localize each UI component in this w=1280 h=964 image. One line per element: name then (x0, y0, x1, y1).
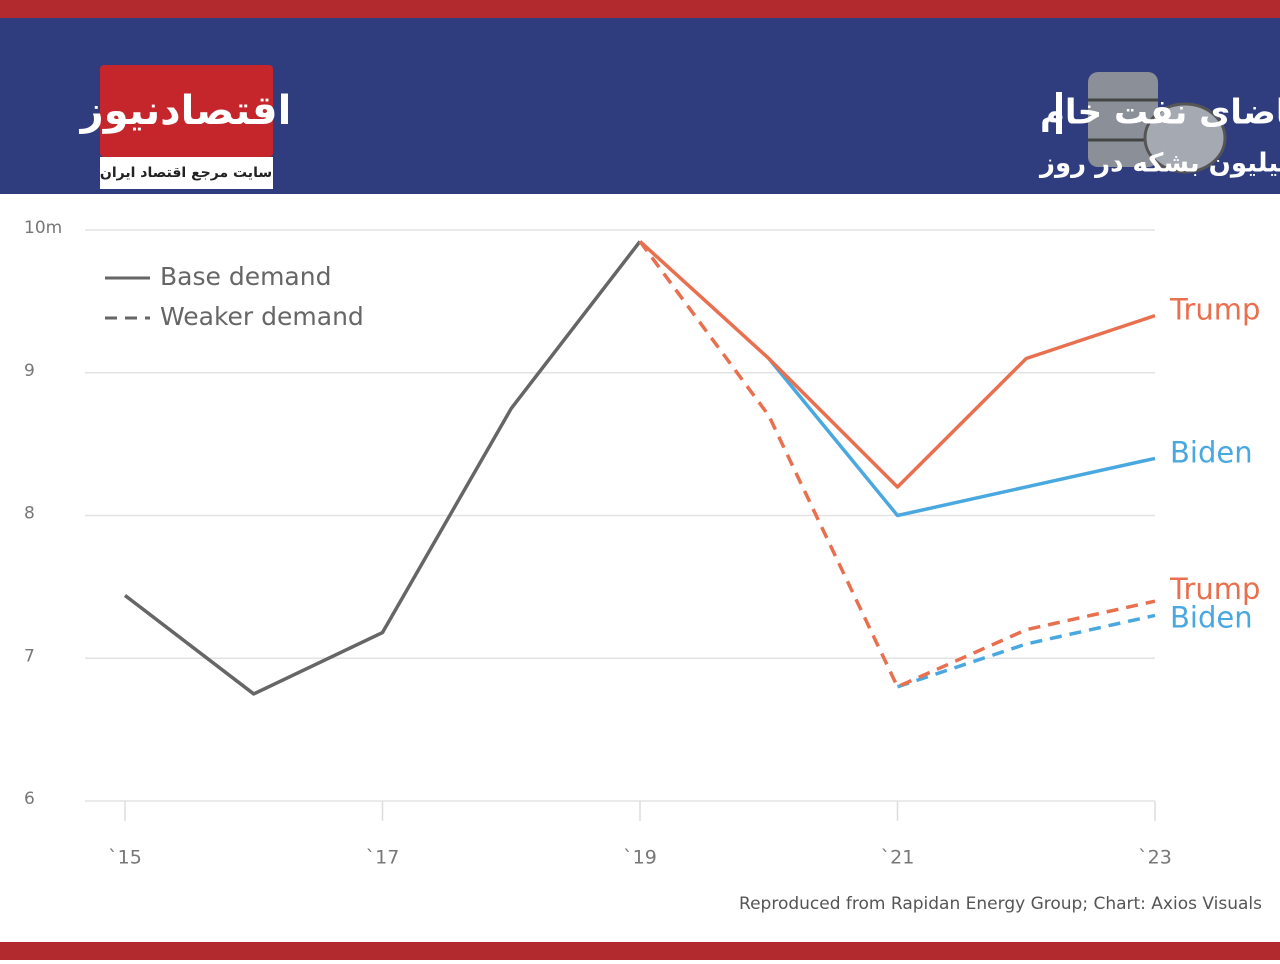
y-tick-label: 6 (24, 789, 35, 809)
series-label: Trump (1169, 293, 1260, 327)
brand-tagline: سایت مرجع اقتصاد ایران (100, 165, 272, 181)
legend-label: Weaker demand (160, 302, 364, 331)
x-tick-label: `19 (623, 847, 657, 869)
bottom-bar (0, 942, 1280, 960)
title-marker (1056, 92, 1062, 134)
series-label: Biden (1170, 435, 1253, 469)
brand-name: اقتصادنیوز (79, 88, 292, 134)
x-tick-label: `23 (1138, 847, 1172, 869)
top-bar (0, 0, 1280, 18)
logo-strip (100, 157, 273, 189)
series-label: Biden (1170, 600, 1253, 634)
logo: اقتصادنیوز سایت مرجع اقتصاد ایران (79, 65, 292, 189)
series-line (896, 613, 1156, 689)
x-tick-label: `17 (366, 847, 400, 869)
legend-label: Base demand (160, 262, 331, 291)
series-line (767, 357, 1156, 518)
y-tick-label: 10m (24, 218, 62, 238)
x-tick-label: `15 (108, 847, 142, 869)
series-label: Trump (1169, 572, 1260, 606)
barrel-icon (1088, 72, 1227, 174)
series-line (123, 240, 642, 696)
y-tick-label: 9 (24, 361, 35, 381)
chart-title: پیش‌بینی تقاضای نفت خام (1040, 93, 1280, 133)
source-note: Reproduced from Rapidan Energy Group; Ch… (739, 894, 1262, 914)
y-tick-label: 7 (24, 646, 35, 666)
logo-box (100, 65, 273, 157)
barrel (1088, 72, 1158, 167)
series-line (638, 240, 1156, 489)
barrel-lying (1143, 102, 1227, 174)
x-tick-label: `21 (881, 847, 915, 869)
y-tick-label: 8 (24, 504, 35, 524)
series-line (638, 240, 1156, 689)
